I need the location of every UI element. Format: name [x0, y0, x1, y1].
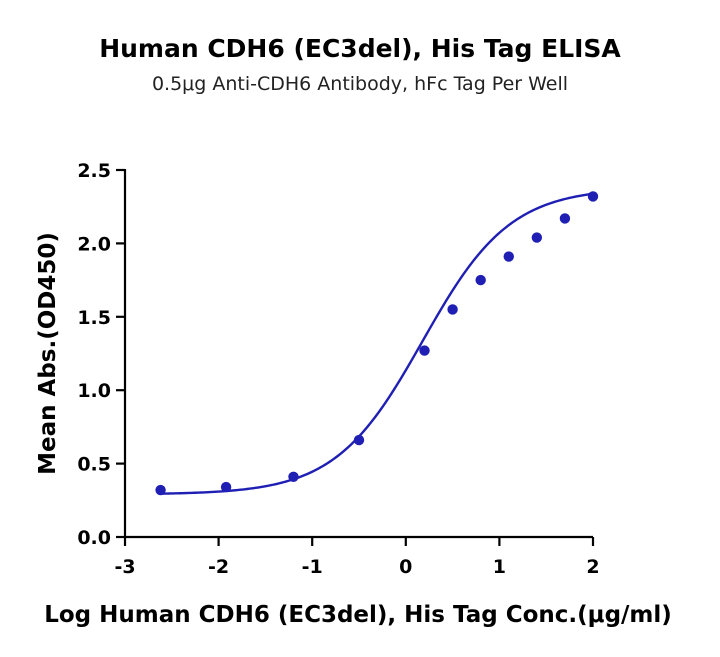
x-tick-label: -2 [208, 556, 229, 578]
x-tick-label: -3 [114, 556, 135, 578]
data-point [447, 304, 458, 315]
y-tick-label: 2.0 [77, 233, 111, 255]
data-point [475, 274, 486, 286]
y-axis-label: Mean Abs.(OD450) [35, 232, 61, 475]
x-tick-label: 1 [493, 556, 506, 578]
data-points [155, 191, 599, 496]
y-tick-label: 1.0 [77, 380, 111, 402]
data-point [559, 213, 571, 224]
y-tick-label: 1.5 [77, 307, 111, 329]
x-tick-label: 2 [586, 556, 599, 578]
data-point [220, 481, 232, 493]
data-point [155, 484, 166, 496]
y-tick-label: 2.5 [77, 160, 111, 182]
chart-subtitle: 0.5μg Anti-CDH6 Antibody, hFc Tag Per We… [152, 73, 568, 95]
data-point [587, 191, 599, 202]
data-point [503, 251, 514, 262]
data-point [531, 232, 543, 243]
fit-curve [160, 192, 594, 495]
x-tick-label: 0 [399, 556, 412, 578]
x-axis-label: Log Human CDH6 (EC3del), His Tag Conc.(μ… [44, 602, 672, 628]
x-tick-label: -1 [302, 556, 323, 578]
y-tick-label: 0.0 [77, 527, 111, 549]
data-point [353, 434, 365, 446]
x-axis: -3 -2 -1 0 1 2 [114, 535, 600, 578]
y-tick-label: 0.5 [77, 454, 111, 476]
data-point [288, 471, 299, 483]
y-axis: 0.0 0.5 1.0 1.5 2.0 2.5 [77, 160, 127, 549]
data-point [419, 345, 430, 356]
chart-title: Human CDH6 (EC3del), His Tag ELISA [99, 34, 621, 63]
